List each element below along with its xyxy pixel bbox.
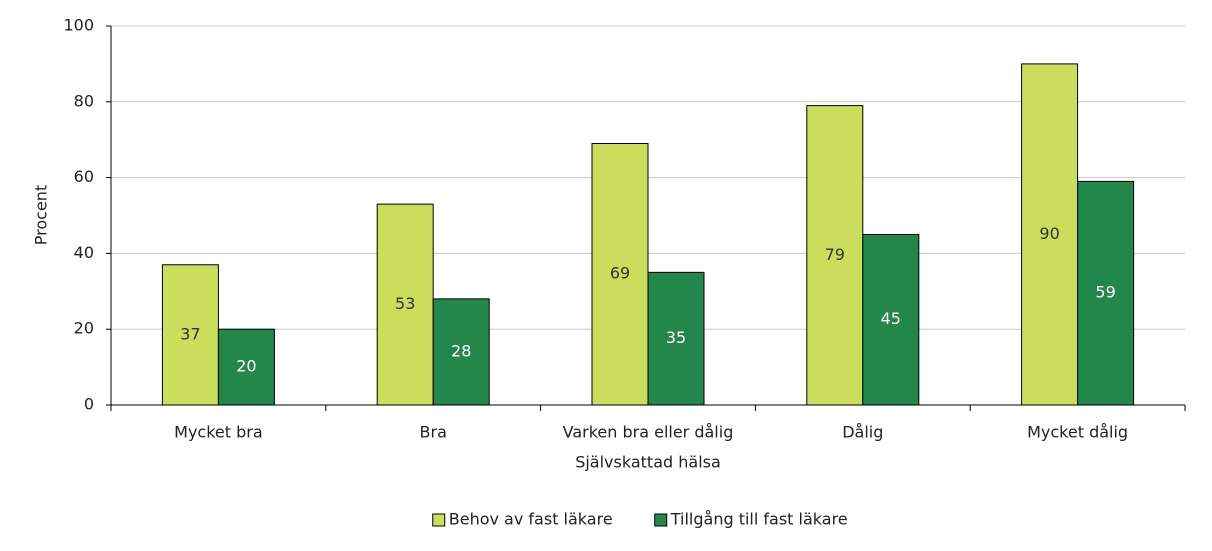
y-tick-label: 100 bbox=[63, 16, 94, 35]
data-label: 35 bbox=[666, 328, 686, 347]
y-axis-title: Procent bbox=[32, 185, 51, 245]
data-label: 37 bbox=[180, 324, 200, 343]
bar bbox=[432, 298, 490, 406]
y-tick-label: 0 bbox=[84, 395, 94, 414]
y-tick-label: 20 bbox=[74, 319, 94, 338]
legend-label: Tillgång till fast läkare bbox=[670, 510, 848, 529]
legend-swatch bbox=[654, 513, 668, 527]
data-label: 28 bbox=[451, 341, 471, 360]
data-label: 79 bbox=[825, 245, 845, 264]
legend-swatch bbox=[432, 513, 446, 527]
x-tick-label: Mycket dålig bbox=[1027, 423, 1128, 442]
data-label: 20 bbox=[236, 357, 256, 376]
data-label: 69 bbox=[610, 264, 630, 283]
y-tick-label: 60 bbox=[74, 167, 94, 186]
bar bbox=[1077, 180, 1135, 406]
x-tick-label: Varken bra eller dålig bbox=[563, 423, 734, 442]
data-label: 45 bbox=[881, 309, 901, 328]
bar bbox=[806, 105, 864, 406]
data-label: 53 bbox=[395, 294, 415, 313]
y-tick-label: 80 bbox=[74, 91, 94, 110]
bar bbox=[862, 233, 920, 406]
bar bbox=[647, 271, 705, 406]
x-axis-title: Självskattad hälsa bbox=[575, 453, 721, 472]
bar bbox=[161, 264, 219, 406]
data-label: 59 bbox=[1095, 283, 1115, 302]
bar bbox=[217, 328, 275, 406]
x-tick-label: Bra bbox=[420, 423, 447, 442]
bar bbox=[376, 203, 434, 406]
data-label: 90 bbox=[1039, 224, 1059, 243]
y-tick-label: 40 bbox=[74, 243, 94, 262]
legend-label: Behov av fast läkare bbox=[449, 510, 613, 529]
x-tick-label: Mycket bra bbox=[174, 423, 263, 442]
x-tick-label: Dålig bbox=[842, 423, 883, 442]
